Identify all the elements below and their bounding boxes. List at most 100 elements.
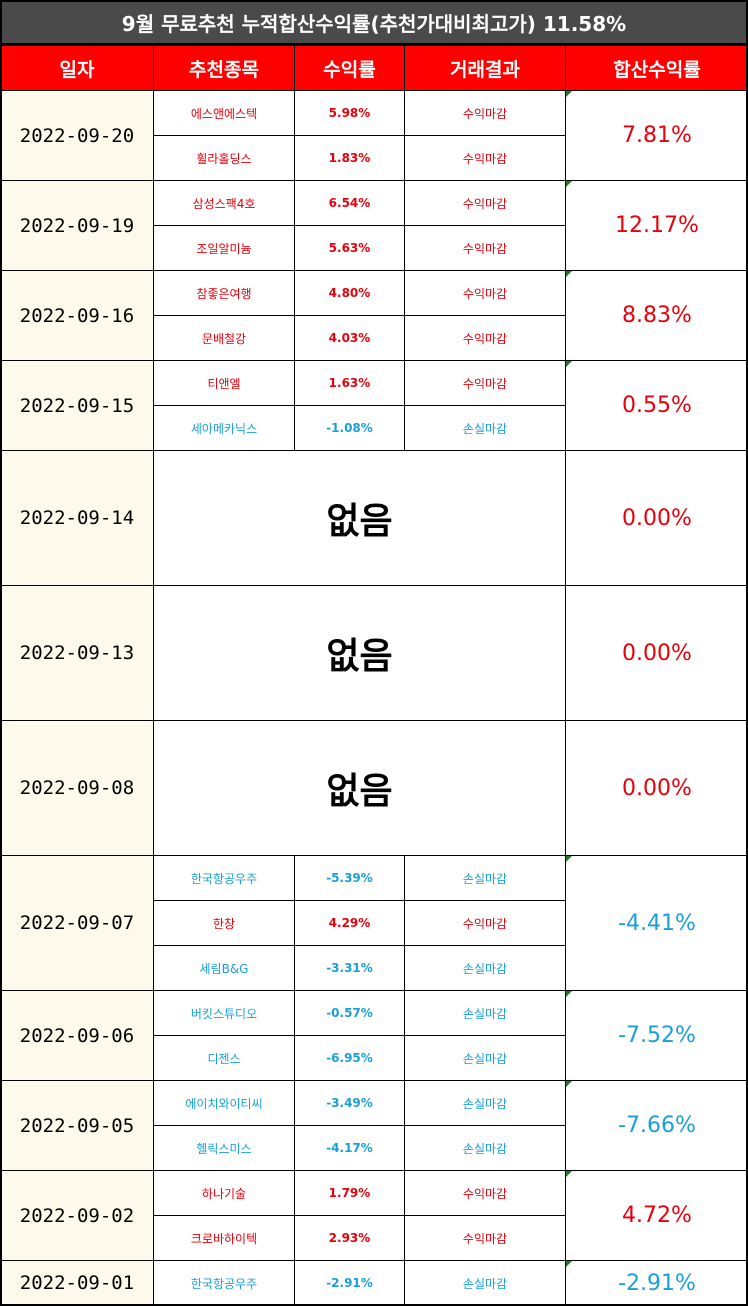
return-cell: 1.63%	[294, 360, 405, 406]
table-row: 조일알미늄 5.63% 수익마감	[1, 225, 748, 271]
date-cell: 2022-09-06	[0, 990, 154, 1081]
sum-return-cell: -2.91%	[565, 1260, 748, 1306]
date-cell: 2022-09-01	[0, 1260, 154, 1306]
trade-result-cell: 손실마감	[404, 1260, 566, 1306]
page-title: 9월 무료추천 누적합산수익률(추천가대비최고가) 11.58%	[0, 0, 748, 45]
stock-name-cell: 조일알미늄	[153, 225, 295, 271]
trade-result-cell: 손실마감	[404, 855, 566, 901]
stock-name-cell: 에이치와이티씨	[153, 1080, 295, 1126]
table-border-left	[0, 0, 2, 1306]
table-row: 2022-09-05 에이치와이티씨 -3.49% 손실마감 -7.66%	[0, 1080, 748, 1171]
stock-name-cell: 헬릭스미스	[153, 1125, 295, 1171]
no-recommendation-cell: 없음	[153, 450, 566, 586]
sum-return-cell: 0.00%	[565, 720, 748, 856]
stock-name-cell: 하나기술	[153, 1170, 295, 1216]
stock-name-cell: 세림B&G	[153, 945, 295, 991]
return-cell: -4.17%	[294, 1125, 405, 1171]
stock-name-cell: 세아메카닉스	[153, 405, 295, 451]
stock-name-cell: 참좋은여행	[153, 270, 295, 316]
header-stock: 추천종목	[153, 45, 295, 91]
sum-return-value: 7.81%	[622, 123, 692, 148]
table-row: 2022-09-08 없음 0.00%	[0, 720, 748, 856]
table-header-row: 일자 추천종목 수익률 거래결과 합산수익률	[0, 45, 748, 91]
date-cell: 2022-09-20	[0, 90, 154, 181]
return-cell: 4.29%	[294, 900, 405, 946]
return-cell: 6.54%	[294, 180, 405, 226]
stock-name-cell: 한창	[153, 900, 295, 946]
trade-result-cell: 손실마감	[404, 990, 566, 1036]
stock-name-cell: 디젠스	[153, 1035, 295, 1081]
date-cell: 2022-09-05	[0, 1080, 154, 1171]
sum-return-value: -2.91%	[618, 1270, 696, 1296]
comment-marker-icon	[566, 1081, 572, 1087]
header-sum-return: 합산수익률	[565, 45, 748, 91]
return-cell: 4.80%	[294, 270, 405, 316]
stock-name-cell: 에스앤에스텍	[153, 90, 295, 136]
return-cell: 1.79%	[294, 1170, 405, 1216]
stock-name-cell: 한국항공우주	[153, 855, 295, 901]
no-recommendation-cell: 없음	[153, 585, 566, 721]
table-row: 2022-09-14 없음 0.00%	[0, 450, 748, 586]
return-cell: 5.98%	[294, 90, 405, 136]
return-cell: -0.57%	[294, 990, 405, 1036]
table-row: 2022-09-16 참좋은여행 4.80% 수익마감 8.83%	[0, 270, 748, 361]
comment-marker-icon	[566, 1171, 572, 1177]
table-row: 헬릭스미스 -4.17% 손실마감	[1, 1125, 748, 1171]
table-row: 2022-09-15 티앤엘 1.63% 수익마감 0.55%	[0, 360, 748, 451]
header-return: 수익률	[294, 45, 405, 91]
sum-return-cell: 0.55%	[565, 360, 748, 451]
date-cell: 2022-09-02	[0, 1170, 154, 1261]
date-cell: 2022-09-13	[0, 585, 154, 721]
trade-result-cell: 손실마감	[404, 1125, 566, 1171]
date-cell: 2022-09-16	[0, 270, 154, 361]
trade-result-cell: 수익마감	[404, 270, 566, 316]
comment-marker-icon	[566, 991, 572, 997]
sum-return-cell: -4.41%	[565, 855, 748, 991]
trade-result-cell: 수익마감	[404, 1215, 566, 1261]
date-cell: 2022-09-15	[0, 360, 154, 451]
comment-marker-icon	[566, 1261, 572, 1267]
return-cell: 4.03%	[294, 315, 405, 361]
trade-result-cell: 손실마감	[404, 1035, 566, 1081]
table-row: 2022-09-19 삼성스팩4호 6.54% 수익마감 12.17%	[0, 180, 748, 271]
stock-name-cell: 한국항공우주	[153, 1260, 295, 1306]
trade-result-cell: 수익마감	[404, 135, 566, 181]
table-row: 2022-09-02 하나기술 1.79% 수익마감 4.72%	[0, 1170, 748, 1261]
sum-return-value: -4.41%	[618, 910, 696, 936]
trade-result-cell: 손실마감	[404, 945, 566, 991]
header-date: 일자	[0, 45, 154, 91]
table-row: 세림B&G -3.31% 손실마감	[1, 945, 748, 991]
no-recommendation-cell: 없음	[153, 720, 566, 856]
trade-result-cell: 수익마감	[404, 1170, 566, 1216]
sum-return-value: 12.17%	[615, 213, 699, 238]
return-cell: -5.39%	[294, 855, 405, 901]
comment-marker-icon	[566, 361, 572, 367]
return-cell: 5.63%	[294, 225, 405, 271]
table-row: 2022-09-20 에스앤에스텍 5.98% 수익마감 7.81%	[0, 90, 748, 181]
table-row: 2022-09-01 한국항공우주 -2.91% 손실마감 -2.91%	[0, 1260, 748, 1306]
sum-return-cell: 12.17%	[565, 180, 748, 271]
date-cell: 2022-09-19	[0, 180, 154, 271]
stock-name-cell: 삼성스팩4호	[153, 180, 295, 226]
stock-name-cell: 크로바하이텍	[153, 1215, 295, 1261]
comment-marker-icon	[566, 91, 572, 97]
date-cell: 2022-09-08	[0, 720, 154, 856]
trade-result-cell: 수익마감	[404, 90, 566, 136]
stock-name-cell: 문배철강	[153, 315, 295, 361]
sum-return-value: 8.83%	[622, 303, 692, 328]
date-cell: 2022-09-14	[0, 450, 154, 586]
table-body: 2022-09-20 에스앤에스텍 5.98% 수익마감 7.81% 휠라홀딩스 1.83%…	[0, 90, 748, 1306]
table-row: 2022-09-06 버킷스튜디오 -0.57% 손실마감 -7.52%	[0, 990, 748, 1081]
return-cell: -3.49%	[294, 1080, 405, 1126]
sum-return-value: -7.52%	[618, 1023, 696, 1048]
trade-result-cell: 수익마감	[404, 360, 566, 406]
return-cell: -1.08%	[294, 405, 405, 451]
sum-return-cell: -7.66%	[565, 1080, 748, 1171]
trade-result-cell: 수익마감	[404, 225, 566, 271]
sum-return-value: 4.72%	[622, 1203, 692, 1228]
date-cell: 2022-09-07	[0, 855, 154, 991]
trade-result-cell: 수익마감	[404, 180, 566, 226]
trade-result-cell: 손실마감	[404, 1080, 566, 1126]
return-cell: -2.91%	[294, 1260, 405, 1306]
comment-marker-icon	[566, 856, 572, 862]
